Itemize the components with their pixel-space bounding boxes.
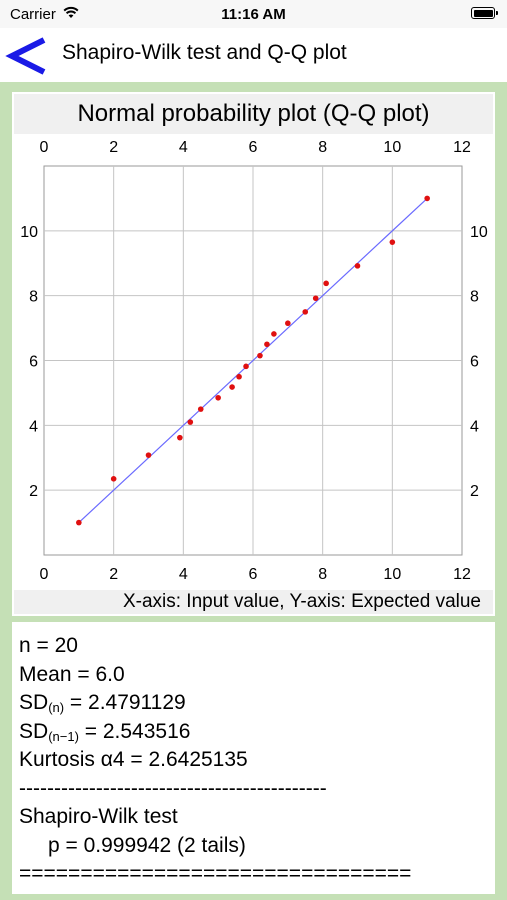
data-point [323, 280, 329, 287]
x-tick-label-bottom: 0 [40, 566, 49, 583]
y-tick-label-left: 2 [29, 483, 38, 500]
data-point [285, 320, 291, 327]
kurtosis-value: Kurtosis α4 = 2.6425135 [19, 748, 248, 771]
battery-icon [471, 7, 498, 19]
mean-value: Mean = 6.0 [19, 662, 125, 686]
data-point [145, 452, 152, 458]
sd-population-label: SD [19, 691, 49, 714]
x-tick-label-bottom: 4 [179, 566, 188, 583]
x-tick-label-bottom: 6 [249, 566, 258, 583]
x-tick-label-top: 2 [109, 139, 118, 156]
equals-separator: ================================ [19, 862, 412, 885]
reference-line [78, 197, 428, 524]
x-tick-label-top: 4 [179, 139, 188, 156]
qq-plot-panel: Normal probability plot (Q-Q plot) 0 0 2 2 4… [12, 92, 495, 616]
status-bar: Carrier 11:16 AM [0, 0, 507, 28]
y-tick-label-right: 4 [470, 418, 479, 435]
data-point [177, 434, 183, 441]
test-name: Shapiro-Wilk test [19, 805, 178, 828]
y-tick-label-left: 10 [20, 224, 38, 241]
y-tick-label-right: 6 [470, 354, 479, 371]
statistics-panel: n = 20 Mean = 6.0 SD(n) = 2.4791129 SD(n… [12, 622, 495, 894]
data-point [76, 519, 82, 526]
y-tick-label-right: 10 [470, 224, 488, 241]
chart-title: Normal probability plot (Q-Q plot) [14, 94, 493, 134]
data-point [271, 331, 277, 337]
y-tick-label-left: 4 [29, 418, 38, 435]
data-point [424, 195, 430, 202]
data-point [236, 373, 242, 380]
y-tick-label-left: 8 [29, 289, 38, 306]
sd-population-value: = 2.4791129 [64, 691, 186, 714]
navigation-bar: Shapiro-Wilk test and Q-Q plot [0, 28, 507, 82]
clock: 11:16 AM [221, 6, 286, 23]
data-point [302, 309, 309, 315]
sample-size: n = 20 [19, 634, 78, 657]
sd-sample: SD(n−1) = 2.543516 [19, 718, 495, 747]
y-tick-label-right: 2 [470, 483, 479, 500]
sd-population-subscript: (n) [48, 700, 65, 715]
data-point [312, 295, 319, 302]
page-title: Shapiro-Wilk test and Q-Q plot [62, 41, 347, 64]
x-tick-label-top: 8 [318, 139, 327, 156]
x-tick-label-top: 10 [383, 139, 401, 156]
x-tick-label-top: 12 [453, 139, 471, 156]
dash-separator: ----------------------------------------… [19, 776, 327, 800]
qq-plot: 0 0 2 2 4 4 6 6 8 8 10 10 12 12 2 2 4 4 6 6 8 8 10 10 [20, 139, 488, 583]
back-button[interactable] [4, 36, 52, 76]
data-point [215, 394, 221, 401]
sd-sample-value: = 2.543516 [78, 719, 191, 743]
data-point [389, 239, 396, 245]
wifi-icon [63, 6, 79, 18]
p-value: p = 0.999942 (2 tails) [48, 833, 246, 857]
x-tick-label-bottom: 8 [318, 566, 327, 583]
data-point [197, 406, 204, 412]
x-tick-label-bottom: 12 [453, 566, 471, 583]
data-point [229, 384, 235, 390]
x-tick-label-top: 0 [40, 139, 49, 156]
x-tick-label-top: 6 [249, 139, 258, 156]
carrier-label: Carrier [10, 6, 56, 23]
x-tick-label-bottom: 10 [383, 566, 401, 583]
data-point [243, 363, 249, 370]
sd-population: SD(n) = 2.4791129 [19, 689, 495, 718]
sd-sample-subscript: (n−1) [48, 728, 79, 744]
sd-sample-label: SD [19, 719, 49, 743]
data-point [187, 419, 194, 425]
axis-caption: X-axis: Input value, Y-axis: Expected va… [14, 590, 493, 614]
data-point [257, 352, 263, 359]
chevron-left-icon [5, 37, 46, 75]
data-point [110, 476, 117, 482]
y-tick-label-left: 6 [29, 354, 38, 371]
y-tick-label-right: 8 [470, 289, 479, 306]
data-point [354, 263, 361, 269]
data-point [264, 341, 270, 348]
x-tick-label-bottom: 2 [109, 566, 118, 583]
